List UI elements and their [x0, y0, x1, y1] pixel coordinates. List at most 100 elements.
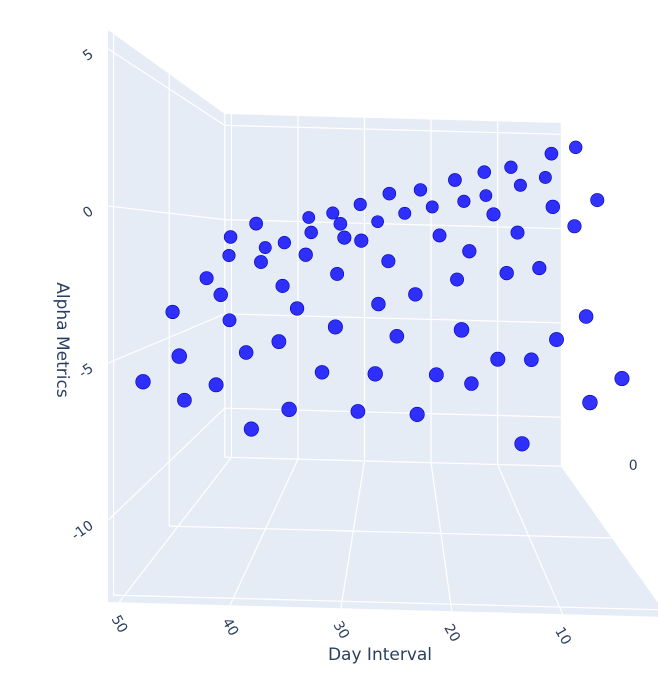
- point: [453, 322, 470, 338]
- x-axis-title: Day Interval: [328, 645, 432, 665]
- point: [462, 244, 477, 259]
- z-grid-line: [107, 407, 226, 521]
- z-tick-label: -5: [76, 361, 97, 382]
- point: [614, 371, 630, 387]
- point: [222, 248, 236, 263]
- y-grid-line: [224, 456, 561, 467]
- point: [223, 230, 238, 244]
- point: [381, 254, 396, 269]
- point: [367, 366, 383, 382]
- point: [213, 287, 228, 302]
- point: [532, 261, 547, 276]
- x-tick-label: 30: [329, 619, 352, 642]
- y-tick-label: 0: [629, 458, 638, 474]
- point: [413, 183, 428, 197]
- point: [544, 146, 559, 161]
- point: [569, 140, 583, 154]
- point: [249, 216, 263, 231]
- point: [254, 255, 268, 269]
- point: [135, 374, 151, 390]
- point: [326, 206, 340, 220]
- point: [208, 377, 224, 393]
- point: [432, 228, 447, 243]
- point: [350, 404, 366, 419]
- point: [389, 328, 405, 344]
- y-grid-line: [169, 525, 612, 539]
- z-grid-line: [107, 48, 226, 126]
- z-grid-line: [224, 219, 561, 230]
- point: [371, 215, 384, 228]
- z-grid-line: [224, 407, 561, 418]
- point: [538, 171, 552, 184]
- back-pane: [224, 114, 561, 467]
- point: [275, 278, 290, 293]
- point: [382, 186, 397, 201]
- x-tick-label: 10: [551, 624, 574, 647]
- x-grid-line: [430, 462, 453, 612]
- y-grid-line: [113, 594, 658, 611]
- point: [425, 200, 439, 214]
- z-grid-line: [224, 124, 561, 135]
- point: [477, 165, 491, 179]
- point: [464, 376, 479, 391]
- x-tick-label: 50: [108, 613, 131, 636]
- point: [330, 267, 345, 281]
- point: [371, 296, 386, 312]
- x-grid-line: [118, 457, 232, 603]
- x-tick-label: 40: [219, 616, 242, 639]
- point: [271, 334, 287, 349]
- point: [298, 247, 313, 262]
- point: [428, 367, 444, 383]
- x-grid-line: [229, 458, 299, 606]
- point: [327, 319, 343, 335]
- point: [289, 301, 305, 316]
- point: [258, 241, 272, 254]
- point: [165, 304, 180, 320]
- point: [398, 206, 412, 220]
- point: [353, 197, 367, 211]
- point: [479, 189, 493, 202]
- point: [277, 236, 291, 250]
- point: [510, 225, 525, 240]
- z-tick-label: -10: [69, 518, 97, 544]
- point: [486, 207, 501, 222]
- x-grid-line: [340, 460, 366, 609]
- point: [450, 272, 464, 287]
- point: [513, 178, 527, 192]
- point: [302, 211, 316, 224]
- z-tick-label: 0: [80, 203, 96, 221]
- scene: [107, 30, 658, 617]
- point: [549, 332, 564, 347]
- points: [135, 140, 630, 452]
- point: [171, 348, 187, 364]
- point: [333, 217, 348, 231]
- z-axis-title: Alpha Metrics: [52, 282, 72, 398]
- point: [590, 193, 605, 208]
- point: [243, 421, 259, 437]
- point: [448, 173, 462, 187]
- point: [567, 219, 582, 234]
- x-tick-label: 20: [440, 621, 463, 644]
- floor-pane: [108, 457, 658, 617]
- point: [281, 401, 297, 418]
- point: [408, 287, 423, 302]
- z-grid-line: [107, 313, 226, 364]
- z-tick-label: 5: [80, 46, 96, 64]
- side-pane: [108, 30, 225, 602]
- point: [578, 309, 594, 324]
- point: [524, 352, 539, 368]
- point: [304, 225, 318, 240]
- point: [499, 265, 514, 281]
- point: [314, 365, 330, 380]
- point: [582, 394, 598, 411]
- point: [457, 194, 471, 208]
- point: [545, 199, 560, 215]
- point: [504, 160, 518, 174]
- x-grid-line: [497, 464, 564, 615]
- point: [514, 436, 530, 452]
- point: [177, 392, 192, 408]
- point: [337, 230, 352, 245]
- point: [490, 351, 506, 367]
- point: [222, 313, 237, 328]
- point: [354, 233, 369, 248]
